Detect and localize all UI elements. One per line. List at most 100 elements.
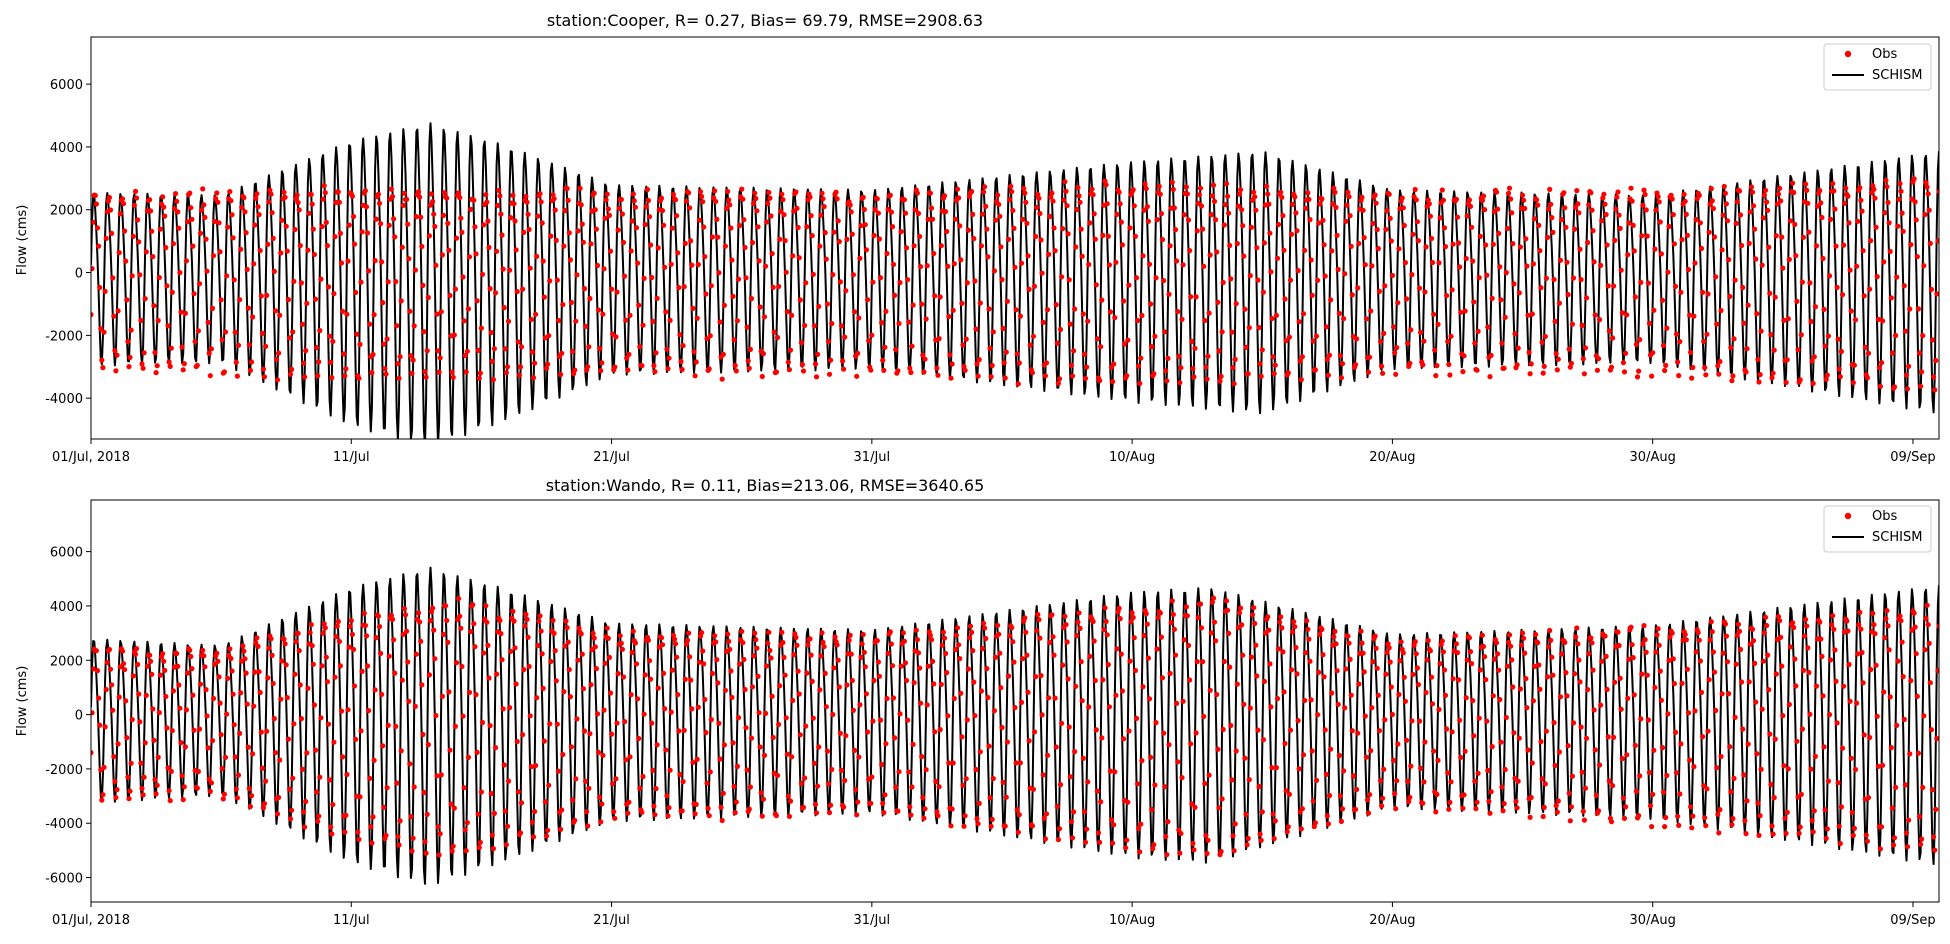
obs-point (1649, 824, 1655, 830)
obs-point (1630, 222, 1636, 228)
obs-point (1324, 356, 1330, 362)
obs-point (261, 801, 268, 807)
obs-point (749, 240, 756, 246)
obs-point (1362, 262, 1368, 268)
obs-point (1698, 689, 1705, 696)
obs-point (877, 717, 884, 723)
obs-point (1073, 244, 1079, 250)
obs-point (124, 735, 130, 741)
obs-point (1640, 202, 1646, 208)
obs-point (259, 330, 265, 336)
obs-point (1920, 333, 1926, 339)
obs-point (264, 728, 270, 734)
obs-point (1923, 180, 1929, 186)
obs-point (1431, 748, 1437, 754)
obs-point (1365, 810, 1372, 816)
obs-point (1210, 182, 1217, 188)
obs-point (703, 730, 709, 736)
obs-point (334, 623, 340, 629)
obs-point (1651, 747, 1657, 753)
obs-point (626, 799, 632, 805)
obs-point (476, 375, 482, 381)
obs-point (1611, 283, 1617, 289)
obs-point (706, 813, 712, 819)
obs-point (1894, 722, 1900, 729)
obs-point (1012, 264, 1018, 270)
obs-point (1841, 242, 1847, 248)
series-obs-markers (91, 595, 1939, 858)
obs-point (669, 225, 675, 231)
obs-point (1180, 698, 1186, 704)
obs-point (858, 654, 864, 661)
obs-point (217, 700, 223, 706)
obs-point (853, 787, 859, 793)
obs-point (1130, 614, 1136, 621)
obs-point (1100, 677, 1106, 683)
obs-point (123, 258, 129, 264)
obs-point (818, 653, 824, 659)
obs-point (644, 186, 651, 193)
obs-point (850, 707, 857, 713)
obs-point (386, 222, 392, 228)
obs-point (739, 186, 745, 192)
obs-point (318, 715, 324, 721)
obs-point (1192, 804, 1198, 811)
obs-point (1126, 282, 1132, 288)
obs-point (417, 194, 423, 200)
obs-point (286, 335, 293, 341)
obs-point (1132, 667, 1138, 674)
obs-point (1423, 244, 1429, 250)
obs-point (1484, 718, 1490, 724)
obs-point (636, 735, 642, 742)
obs-point (1030, 333, 1036, 339)
obs-point (1760, 658, 1766, 664)
obs-point (1228, 722, 1234, 729)
obs-point (1231, 381, 1237, 387)
obs-point (761, 314, 768, 320)
obs-point (351, 683, 358, 689)
obs-point (640, 322, 646, 328)
obs-point (1040, 319, 1046, 325)
obs-point (1252, 194, 1258, 200)
obs-point (972, 713, 978, 719)
obs-point (987, 345, 993, 351)
obs-point (1189, 338, 1195, 344)
obs-point (1121, 341, 1128, 347)
obs-point (1373, 200, 1379, 206)
obs-point (1381, 330, 1387, 336)
obs-point (555, 317, 562, 324)
obs-point (1280, 213, 1286, 219)
obs-point (224, 273, 230, 279)
obs-point (1823, 376, 1829, 382)
obs-point (195, 768, 201, 775)
obs-point (422, 839, 428, 845)
obs-point (1780, 265, 1786, 271)
obs-point (1913, 217, 1919, 223)
obs-point (526, 663, 532, 670)
obs-point (1081, 809, 1087, 815)
obs-point (1407, 360, 1413, 366)
obs-point (1772, 736, 1778, 742)
obs-point (779, 629, 785, 636)
obs-point (681, 284, 687, 290)
obs-point (1114, 211, 1120, 217)
obs-point (187, 647, 193, 653)
obs-point (636, 302, 642, 308)
obs-point (1921, 713, 1927, 719)
obs-point (1834, 284, 1840, 290)
obs-point (1599, 658, 1605, 664)
obs-point (418, 214, 424, 220)
obs-point (687, 205, 693, 211)
obs-point (1470, 698, 1476, 704)
obs-point (1024, 220, 1030, 226)
obs-point (395, 361, 401, 367)
obs-point (1393, 806, 1399, 812)
obs-point (1260, 289, 1266, 295)
obs-point (700, 199, 706, 205)
obs-point (473, 692, 479, 698)
obs-point (1935, 667, 1939, 674)
obs-point (1907, 306, 1913, 312)
obs-point (1781, 317, 1787, 323)
plot-area (91, 122, 1939, 439)
obs-point (1060, 662, 1066, 668)
